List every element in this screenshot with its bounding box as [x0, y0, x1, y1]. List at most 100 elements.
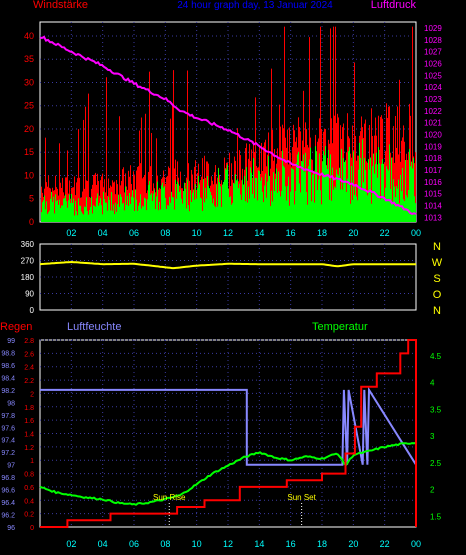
wind-avg-bar [168, 205, 169, 222]
wind-avg-bar [273, 172, 274, 222]
wind-avg-bar [270, 206, 271, 222]
wind-gust-bar [320, 26, 321, 222]
wind-gust-bar [133, 171, 134, 222]
wind-gust-bar [166, 177, 167, 222]
humidity-y-tick-label: 96.2 [1, 513, 15, 520]
wind-avg-bar [329, 199, 330, 222]
x-tick-label: 06 [129, 228, 139, 238]
wind-avg-bar [201, 198, 202, 222]
wind-gust-bar [306, 129, 307, 222]
x-tick-label: 00 [411, 539, 421, 549]
wind-gust-bar [311, 159, 312, 222]
wind-avg-bar [382, 159, 383, 222]
wind-gust-bar [186, 177, 187, 222]
wind-avg-bar [55, 194, 56, 222]
wind-avg-bar [263, 202, 264, 222]
humidity-y-tick-label: 97 [7, 463, 15, 470]
wind-avg-bar [138, 205, 139, 222]
wind-gust-bar [102, 173, 103, 222]
wind-gust-bar [134, 175, 135, 222]
wind-avg-bar [59, 199, 60, 222]
wind-avg-bar [148, 185, 149, 222]
wind-avg-bar [264, 185, 265, 222]
wind-avg-bar [316, 151, 317, 222]
wind-gust-bar [330, 28, 331, 223]
wind-gust-bar [407, 160, 408, 222]
wind-avg-bar [327, 169, 328, 222]
wind-avg-bars [41, 139, 416, 222]
wind-avg-bar [86, 197, 87, 222]
wind-avg-bar [128, 205, 129, 222]
wind-avg-bar [293, 169, 294, 222]
pressure-line [39, 35, 417, 215]
wind-avg-bar [75, 200, 76, 222]
wind-gust-bar [289, 127, 290, 222]
wind-avg-bar [318, 179, 319, 222]
wind-avg-bar [154, 189, 155, 222]
wind-gust-bar [82, 191, 83, 222]
temperature-y-tick-label: 3.5 [430, 405, 442, 414]
wind-avg-bar [319, 153, 320, 222]
wind-gust-bar [352, 125, 353, 222]
wind-avg-bar [248, 186, 249, 222]
wind-avg-bar [238, 188, 239, 222]
wind-avg-bar [322, 161, 323, 222]
wind-avg-bar [391, 157, 392, 222]
wind-avg-bar [109, 199, 110, 222]
rain-axis-title: Regen [0, 321, 32, 333]
wind-y-tick-label: 10 [24, 170, 34, 180]
wind-gust-bar [124, 192, 125, 222]
wind-avg-bar [358, 169, 359, 222]
wind-gust-bar [189, 180, 190, 222]
wind-gust-bar [123, 167, 124, 222]
pressure-y-tick-label: 1027 [424, 48, 442, 57]
wind-avg-bar [127, 195, 128, 222]
wind-avg-bar [223, 182, 224, 222]
wind-avg-bar [196, 198, 197, 222]
wind-gust-bar [54, 190, 55, 222]
wind-gust-bar [300, 131, 301, 222]
pressure-axis-title: Luftdruck [371, 0, 417, 11]
wind-avg-bar [410, 166, 411, 222]
wind-avg-bar [191, 202, 192, 222]
rain-line [40, 339, 417, 528]
wind-avg-bar [155, 208, 156, 222]
wind-avg-bar [146, 210, 147, 222]
compass-letter: N [433, 241, 441, 253]
wind-gust-bar [194, 166, 195, 222]
wind-avg-bar [400, 174, 401, 222]
wind-avg-bar [387, 169, 388, 222]
wind-avg-bar [255, 177, 256, 222]
wind-gust-bar [98, 180, 99, 222]
wind-avg-bar [262, 191, 263, 222]
wind-avg-bar [173, 197, 174, 222]
wind-gust-bar [67, 150, 68, 222]
compass-letter: S [433, 273, 440, 285]
wind-avg-bar [307, 204, 308, 222]
pressure-y-tick-label: 1026 [424, 59, 442, 68]
wind-gust-bar [66, 177, 67, 222]
wind-avg-bar [121, 196, 122, 222]
humidity-y-tick-label: 97.4 [1, 438, 15, 445]
wind-gust-bar [334, 115, 335, 222]
x-tick-label: 04 [98, 539, 108, 549]
wind-avg-bar [115, 202, 116, 222]
direction-y-tick-label: 270 [21, 257, 35, 266]
wind-gust-bar [287, 129, 288, 222]
temperature-y-tick-label: 4.5 [430, 352, 442, 361]
wind-avg-bar [230, 196, 231, 222]
wind-avg-bar [140, 194, 141, 222]
x-tick-label: 04 [98, 228, 108, 238]
wind-gust-bar [101, 176, 102, 222]
pressure-y-tick-label: 1013 [424, 213, 442, 222]
wind-gust-bar [191, 169, 192, 222]
x-tick-label: 02 [66, 228, 76, 238]
wind-avg-bar [408, 190, 409, 222]
wind-gust-bar [76, 182, 77, 222]
pressure-y-tick-label: 1017 [424, 166, 442, 175]
wind-avg-bar [151, 193, 152, 222]
compass-letter: W [432, 257, 443, 269]
wind-avg-bar [403, 199, 404, 222]
wind-gust-bar [116, 180, 117, 222]
rain-y-tick-label: 0.2 [24, 512, 34, 519]
